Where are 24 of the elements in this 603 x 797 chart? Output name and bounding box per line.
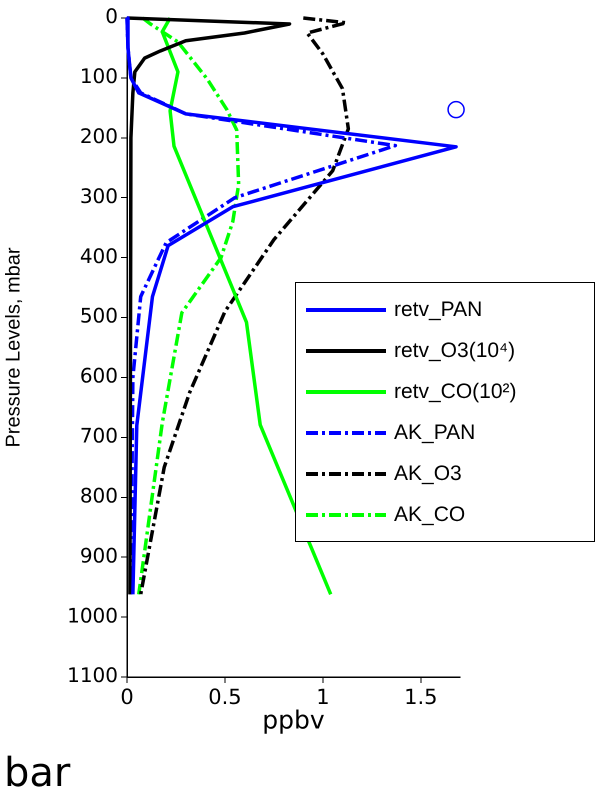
y-tick-label: 300 xyxy=(80,184,118,208)
y-tick-label: 0 xyxy=(105,4,118,28)
legend-label: AK_PAN xyxy=(394,420,476,444)
y-tick-label: 400 xyxy=(80,244,118,268)
y-tick-label: 900 xyxy=(80,543,118,568)
legend-label: AK_CO xyxy=(394,502,466,526)
line-series xyxy=(138,16,350,596)
x-tick-label: 0.5 xyxy=(208,685,242,710)
legend-label: retv_PAN xyxy=(394,298,482,322)
x-tick-label: 0 xyxy=(120,685,134,710)
y-tick-label: 600 xyxy=(80,364,118,388)
y-tick-label: 1000 xyxy=(67,603,118,628)
legend-label: retv_CO(10²) xyxy=(394,380,517,404)
y-tick-label: 800 xyxy=(80,483,118,508)
y-tick-label: 500 xyxy=(80,304,118,328)
y-tick-label: 200 xyxy=(80,124,118,148)
legend-label: AK_O3 xyxy=(394,462,462,486)
legend-label: retv_O3(10⁴) xyxy=(394,338,516,362)
y-tick-label: 700 xyxy=(80,424,118,448)
y-axis-title: Pressure Levels, mbar xyxy=(2,247,25,448)
text: bar xyxy=(4,750,70,796)
y-tick-label: 1100 xyxy=(67,663,118,688)
y-tick-label: 100 xyxy=(80,64,118,88)
x-tick-label: 1.5 xyxy=(404,685,438,710)
